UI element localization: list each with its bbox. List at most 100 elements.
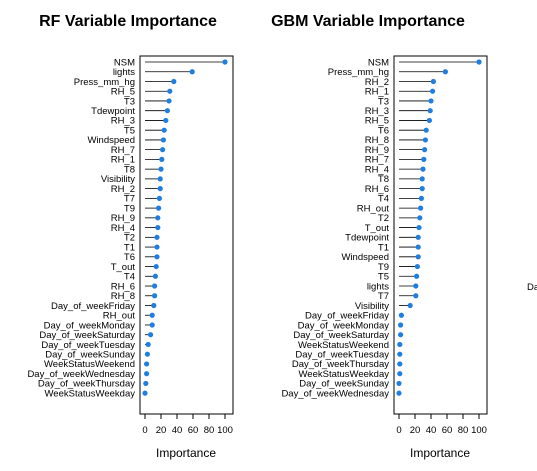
rf-category-label: Day_of_weekThursday	[38, 379, 135, 390]
gbm-data-point	[442, 69, 448, 75]
rf-category-label: RH_7	[111, 145, 135, 156]
gbm-category-label: T7	[378, 291, 389, 302]
rf-category-label: WeekStatusWeekend	[44, 359, 135, 370]
rf-category-label: Day_of_weekSunday	[45, 350, 135, 361]
rf-category-label: RH_4	[111, 223, 135, 234]
rf-x-tick-label: 20	[156, 425, 167, 436]
rf-data-point	[145, 341, 151, 348]
gbm-data-point	[407, 302, 413, 309]
rf-data-point	[166, 98, 172, 104]
rf-category-label: RH_3	[111, 116, 135, 127]
rf-category-label: T4	[124, 272, 135, 283]
rf-x-axis: 0 20 40 60 80 100	[142, 414, 233, 436]
gbm-category-label: Day_of_weekSunday	[299, 379, 389, 390]
rf-category-label: Day_of_weekFriday	[51, 301, 135, 312]
gbm-data-point	[414, 263, 420, 270]
rf-data-point	[148, 332, 154, 338]
rf-data-point	[155, 215, 161, 221]
gbm-chart-title: GBM Variable Importance	[271, 13, 465, 30]
rf-category-label: RH_6	[111, 281, 135, 292]
gbm-data-point	[396, 390, 402, 396]
gbm-data-point	[430, 78, 436, 85]
rf-data-point	[167, 88, 173, 94]
rf-x-tick-label: 40	[172, 425, 183, 436]
gbm-category-label: T2	[378, 213, 389, 224]
gbm-category-label: Day_of_weekFriday	[305, 311, 389, 322]
rf-category-label: T7	[124, 194, 135, 205]
gbm-data-point	[397, 341, 403, 348]
rf-category-label: Visibility	[101, 174, 135, 185]
rf-category-label: Windspeed	[87, 135, 135, 146]
rf-x-tick-label: 80	[204, 425, 215, 436]
rf-category-label: Press_mm_hg	[74, 77, 135, 88]
rf-category-label: Day_of_weekTuesday	[41, 340, 135, 351]
gbm-data-point	[397, 351, 403, 357]
gbm-category-label: Day_of_weekThursday	[292, 359, 389, 370]
rf-category-label: Day_of_weekMonday	[44, 320, 136, 331]
rf-data-point	[171, 78, 177, 85]
gbm-x-tick-label: 20	[410, 425, 421, 436]
gbm-category-label: T5	[378, 272, 389, 283]
gbm-x-tick-label: 60	[442, 425, 453, 436]
gbm-x-tick-label: 80	[458, 425, 469, 436]
rf-category-label: RH_9	[111, 213, 135, 224]
gbm-data-point	[415, 244, 421, 250]
rf-category-label: T2	[124, 233, 135, 244]
gbm-data-point	[422, 137, 428, 143]
gbm-x-axis-label: Importance	[410, 446, 470, 460]
gbm-data-point	[418, 205, 424, 211]
gbm-category-label: NSM	[368, 57, 389, 68]
gbm-category-label: RH_out	[357, 203, 390, 214]
gbm-category-label: Press_mm_hg	[328, 67, 389, 78]
gbm-data-point	[476, 59, 482, 65]
gbm-data-point	[421, 156, 427, 162]
rf-data-point	[154, 254, 160, 260]
gbm-category-label: Tdewpoint	[345, 233, 389, 244]
rf-data-point	[160, 147, 166, 153]
gbm-category-label: T8	[378, 174, 389, 185]
rf-category-label: Day_of_weekSaturday	[39, 330, 135, 341]
gbm-data-point	[417, 215, 423, 221]
cutoff-label: Da	[527, 282, 537, 293]
gbm-category-label: RH_9	[365, 145, 389, 156]
rf-x-tick-label: 100	[217, 425, 233, 436]
gbm-data-point	[426, 117, 432, 124]
rf-category-label: RH_5	[111, 87, 135, 98]
rf-data-point	[154, 234, 160, 240]
gbm-category-label: RH_3	[365, 106, 389, 117]
gbm-category-label: RH_7	[365, 155, 389, 166]
rf-category-label: lights	[113, 67, 135, 78]
gbm-data-point	[396, 380, 402, 387]
rf-data-point	[156, 195, 162, 201]
rf-data-point	[189, 69, 195, 75]
rf-marks	[142, 59, 228, 396]
gbm-category-label: RH_2	[365, 77, 389, 88]
rf-data-point	[153, 263, 159, 270]
rf-category-label: T5	[124, 125, 135, 136]
gbm-category-label: Day_of_weekMonday	[298, 320, 390, 331]
rf-data-point	[163, 117, 169, 124]
rf-category-label: T3	[124, 96, 135, 107]
gbm-data-point	[414, 273, 420, 279]
gbm-category-label: Day_of_weekTuesday	[295, 350, 389, 361]
rf-x-tick-label: 0	[142, 425, 147, 436]
gbm-category-label: RH_1	[365, 87, 389, 98]
gbm-data-point	[420, 166, 426, 172]
gbm-x-axis: 0 20 40 60 80 100	[396, 414, 487, 436]
gbm-category-label: RH_6	[365, 184, 389, 195]
gbm-category-labels: NSMPress_mm_hgRH_2RH_1T3RH_3RH_5T6RH_8RH…	[281, 57, 389, 399]
gbm-data-point	[397, 361, 403, 367]
gbm-category-label: T9	[378, 262, 389, 273]
rf-data-point	[144, 371, 150, 377]
rf-category-label: T_out	[111, 262, 136, 273]
rf-category-label: NSM	[114, 57, 135, 68]
rf-data-point	[144, 351, 150, 357]
gbm-data-point	[419, 176, 425, 182]
gbm-x-tick-label: 100	[471, 425, 487, 436]
gbm-data-point	[416, 224, 422, 231]
gbm-plot-frame	[393, 55, 488, 415]
rf-data-point	[152, 293, 158, 299]
gbm-x-tick-label: 40	[426, 425, 437, 436]
gbm-data-point	[430, 88, 436, 94]
rf-panel: RF Variable Importance NSMlightsPress_mm…	[27, 13, 234, 460]
